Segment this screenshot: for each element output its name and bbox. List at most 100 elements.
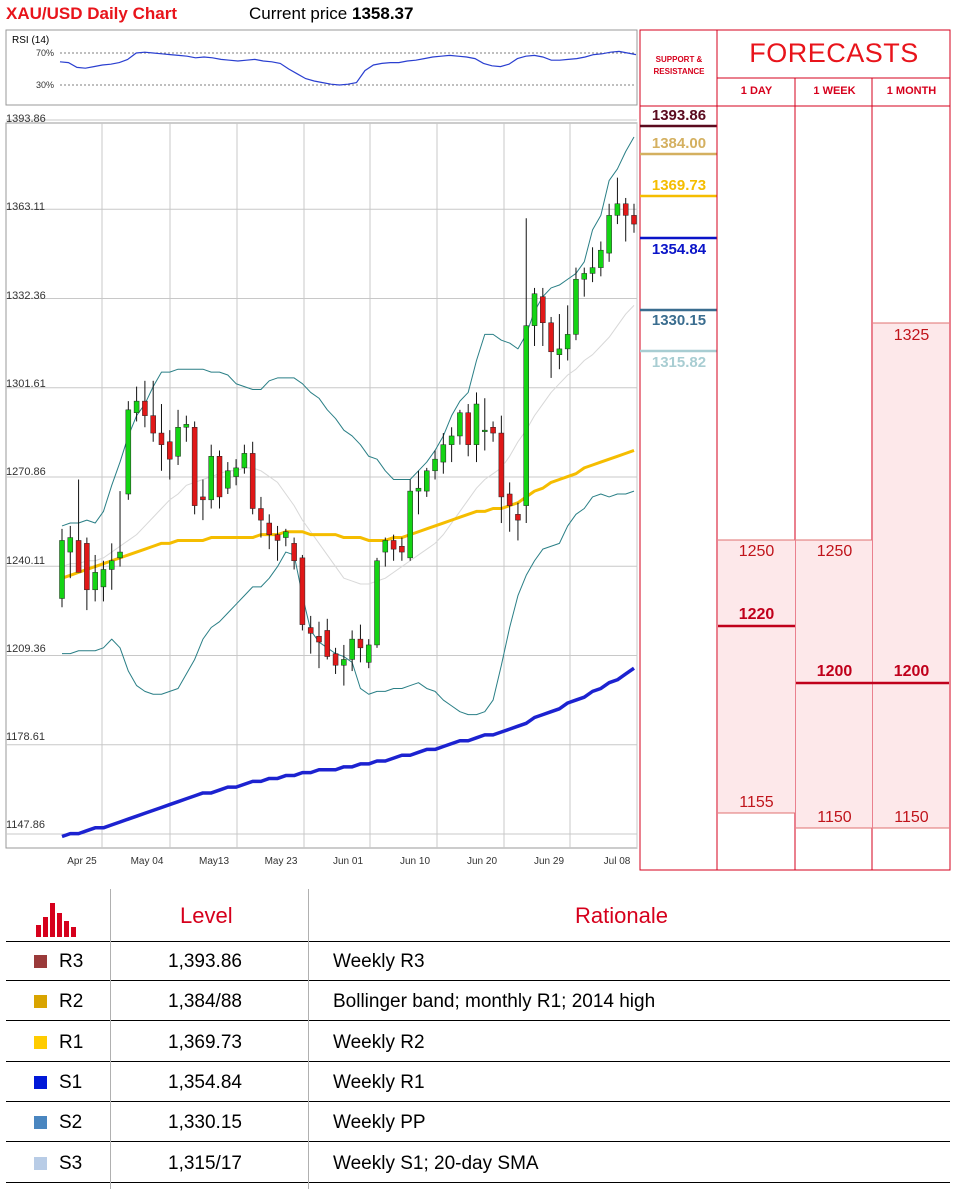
y-tick-label: 1332.36 — [6, 289, 46, 302]
level-value: 1,369.73 — [168, 1031, 242, 1053]
candle — [432, 458, 438, 472]
forecast-month-median: 1200 — [893, 663, 930, 680]
rsi-tick-70: 70% — [36, 48, 55, 58]
level-label: S3 — [59, 1152, 83, 1174]
candle — [357, 638, 364, 649]
sma-50-line — [61, 449, 635, 580]
candle — [216, 456, 223, 498]
candle — [399, 546, 405, 553]
forecast-day-low: 1155 — [739, 794, 774, 811]
candle — [341, 659, 347, 666]
candle — [473, 403, 480, 445]
table-row: S1 1,354.84 Weekly R1 — [6, 1063, 950, 1102]
candle — [374, 560, 380, 646]
candle — [390, 540, 397, 550]
forecast-col-1day: 1 DAY — [740, 85, 773, 97]
candle — [307, 627, 314, 634]
bollinger-upper-line — [61, 136, 635, 527]
x-tick-label: May 04 — [130, 856, 164, 867]
candle — [581, 273, 588, 280]
level-swatch — [34, 1156, 47, 1170]
candle — [324, 630, 331, 657]
price-value: 1358.37 — [352, 4, 414, 23]
level-value: 1,393.86 — [168, 951, 242, 972]
sr-level: 1369.73 — [651, 177, 707, 194]
current-price: Current price 1358.37 — [249, 4, 413, 24]
candle — [440, 444, 447, 463]
x-tick-label: Jun 01 — [332, 856, 364, 867]
candle — [283, 531, 289, 538]
level-swatch — [34, 1116, 47, 1130]
candle — [573, 278, 579, 335]
x-tick-label: Jun 29 — [533, 856, 565, 867]
level-rationale: Weekly R1 — [333, 1071, 425, 1093]
level-rationale: Weekly R3 — [333, 951, 425, 972]
forecast-month-high: 1325 — [893, 327, 930, 344]
candle — [108, 560, 115, 570]
bollinger-mid-line — [61, 305, 635, 585]
header-rationale: Rationale — [575, 903, 668, 928]
chart-canvas — [5, 29, 951, 871]
level-label: R3 — [59, 951, 84, 972]
level-rationale: Bollinger band; monthly R1; 2014 high — [333, 991, 656, 1013]
candle — [266, 522, 272, 535]
level-swatch — [34, 1035, 47, 1049]
sr-heading-line2: RESISTANCE — [653, 67, 705, 76]
candle — [498, 432, 505, 498]
candle — [167, 441, 173, 460]
candle — [225, 470, 231, 489]
forecast-day-range — [718, 540, 795, 813]
x-tick-label: Jul 08 — [603, 856, 631, 867]
level-value: 1,330.15 — [168, 1112, 242, 1134]
candle — [117, 551, 123, 559]
rsi-panel — [5, 29, 638, 106]
candle — [249, 453, 256, 509]
candle — [59, 540, 65, 599]
level-value: 1,315/17 — [168, 1152, 242, 1174]
candle — [407, 490, 413, 559]
candle — [506, 493, 513, 506]
candle — [183, 424, 190, 428]
rsi-line — [59, 50, 637, 86]
y-tick-label: 1209.36 — [6, 642, 46, 655]
level-rationale: Weekly PP — [333, 1112, 426, 1134]
candle — [606, 215, 612, 254]
level-swatch — [34, 955, 47, 968]
level-label: R2 — [59, 991, 84, 1013]
candle — [274, 534, 281, 541]
y-tick-label: 1393.86 — [6, 113, 46, 125]
level-rationale: Weekly S1; 20-day SMA — [333, 1152, 539, 1174]
candle — [158, 432, 165, 445]
candle — [465, 412, 471, 445]
table-header: Level Rationale — [6, 889, 950, 942]
y-tick-label: 1147.86 — [6, 819, 45, 832]
candle — [415, 487, 422, 492]
candle — [598, 249, 604, 268]
candle — [515, 514, 521, 521]
table-row: S3 1,315/17 Weekly S1; 20-day SMA — [6, 1144, 950, 1183]
level-swatch — [34, 1075, 47, 1089]
candle — [241, 453, 248, 469]
forecasts-title: FORECASTS — [749, 38, 919, 68]
sma-200-line — [61, 666, 636, 839]
table-row: S2 1,330.15 Weekly PP — [6, 1103, 950, 1143]
level-rationale: Weekly R2 — [333, 1031, 425, 1053]
forecast-col-1week: 1 WEEK — [813, 85, 856, 97]
candle — [125, 409, 132, 495]
level-label: S2 — [59, 1112, 83, 1134]
candle — [291, 543, 297, 562]
candle — [556, 348, 563, 355]
y-tick-label: 1178.61 — [6, 731, 45, 744]
candle — [150, 415, 156, 434]
candle — [100, 569, 107, 588]
candle — [564, 334, 571, 350]
chart-title: XAU/USD Daily Chart — [6, 4, 177, 23]
price-panel — [5, 122, 638, 849]
price-label: Current price — [249, 4, 348, 23]
x-tick-label: Jun 20 — [466, 856, 498, 867]
candle — [457, 412, 463, 437]
candle — [614, 203, 621, 216]
sr-level: 1330.15 — [651, 312, 707, 329]
sr-column — [639, 29, 718, 871]
table-row: R2 1,384/88 Bollinger band; monthly R1; 20… — [6, 982, 950, 1022]
